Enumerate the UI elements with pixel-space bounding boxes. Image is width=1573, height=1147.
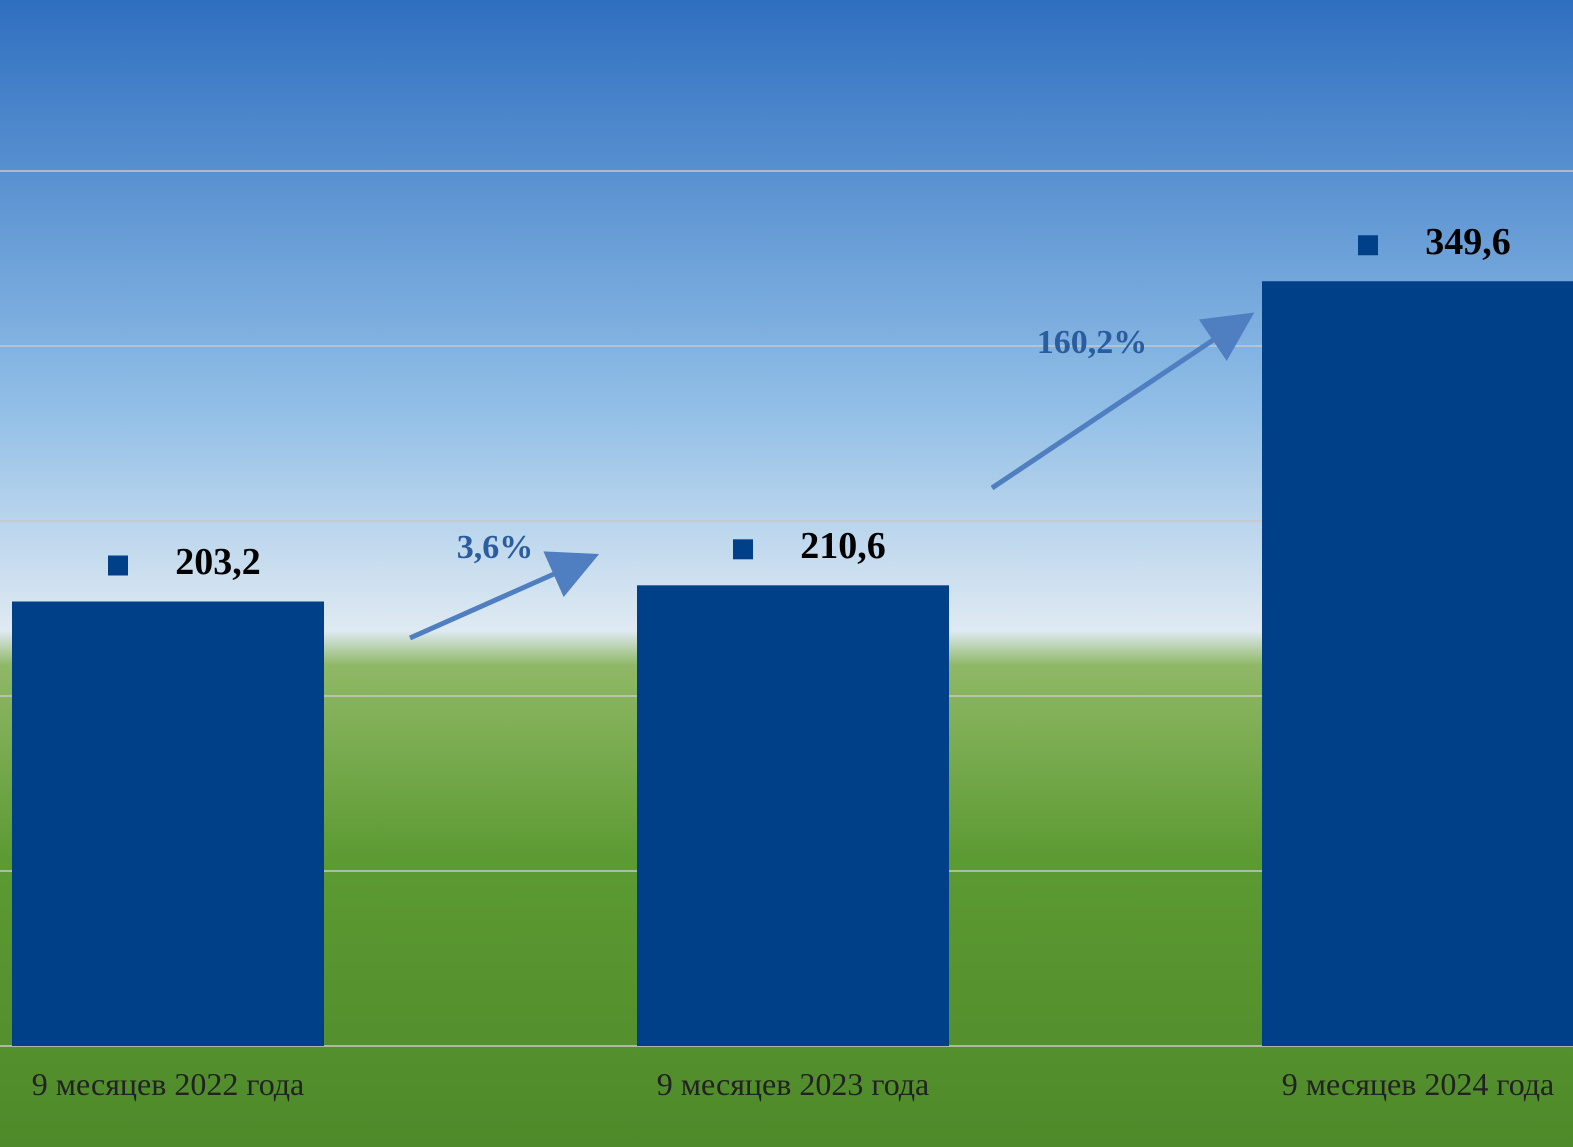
bar (12, 602, 324, 1047)
value-label: 349,6 (1425, 221, 1511, 263)
growth-label: 3,6% (457, 529, 534, 566)
value-label: 203,2 (175, 541, 261, 583)
x-tick-label: 9 месяцев 2023 года (653, 1064, 933, 1104)
label-marker (733, 539, 753, 559)
chart: 203,2 210,6 349,6 3,6% 160,2% (0, 0, 1573, 1147)
label-marker (108, 556, 128, 576)
bar (1262, 281, 1573, 1046)
x-tick-label: 9 месяцев 2024 года (1278, 1064, 1558, 1104)
value-label: 210,6 (800, 525, 886, 567)
growth-label: 160,2% (1037, 324, 1148, 361)
x-tick-label: 9 месяцев 2022 года (28, 1064, 308, 1104)
label-marker (1358, 235, 1378, 255)
page: 203,2210,6349,6 3,6% 160,2% (() => { con… (0, 0, 1573, 1147)
bar (637, 585, 949, 1046)
